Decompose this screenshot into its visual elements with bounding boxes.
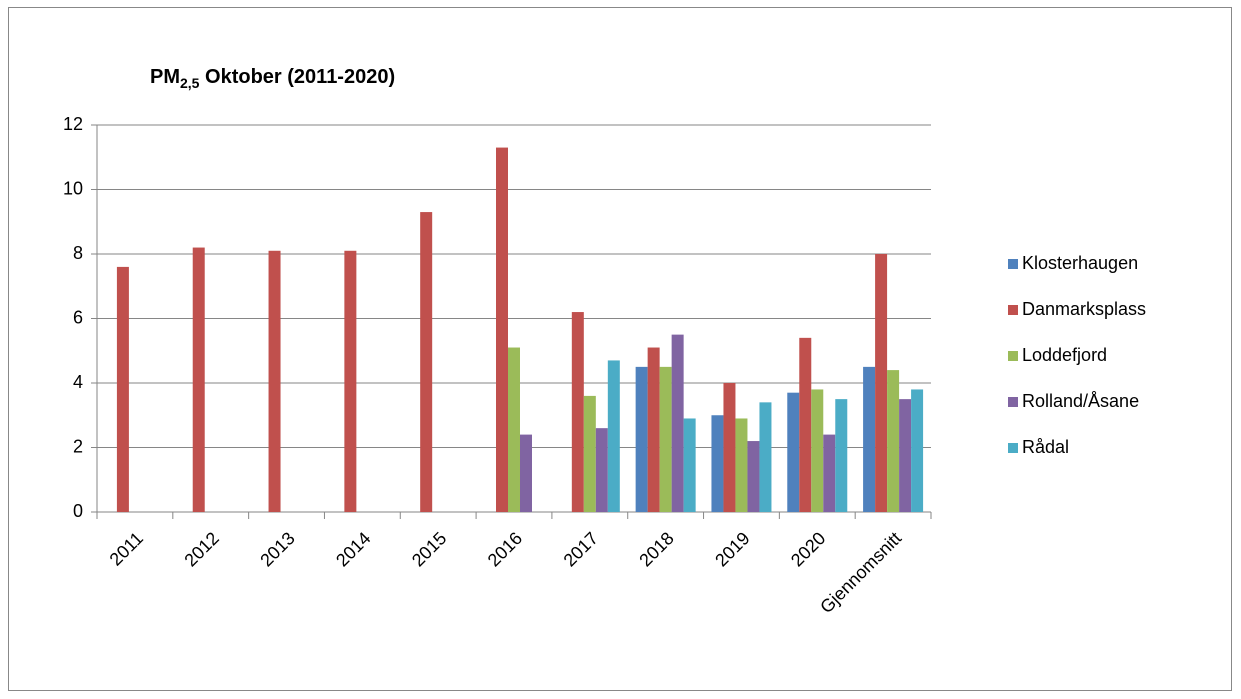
bar — [571, 312, 584, 512]
bar — [799, 337, 812, 512]
bar — [911, 389, 924, 512]
y-tick-label: 0 — [73, 501, 83, 521]
bar — [607, 360, 620, 512]
legend-label: Danmarksplass — [1022, 299, 1146, 319]
legend-label: Rådal — [1022, 437, 1069, 457]
bar — [811, 389, 824, 512]
chart-title: PM2,5 Oktober (2011-2020) — [150, 66, 395, 90]
y-tick-label: 6 — [73, 307, 83, 327]
legend-swatch — [1008, 443, 1018, 453]
title-subscript: 2,5 — [180, 75, 200, 91]
bar — [823, 434, 836, 512]
legend-label: Klosterhaugen — [1022, 253, 1138, 273]
bar — [711, 415, 724, 512]
y-tick-label: 2 — [73, 436, 83, 456]
bar — [735, 418, 748, 512]
legend-swatch — [1008, 397, 1018, 407]
title-rest: Oktober (2011-2020) — [199, 66, 395, 88]
legend-label: Loddefjord — [1022, 345, 1107, 365]
bar — [508, 347, 520, 512]
legend-swatch — [1008, 351, 1018, 361]
bar — [192, 247, 205, 513]
bar — [683, 418, 696, 512]
bar — [268, 250, 281, 512]
legend-label: Rolland/Åsane — [1022, 391, 1139, 411]
bar — [116, 266, 129, 512]
bar — [759, 402, 772, 512]
legend-swatch — [1008, 259, 1018, 269]
bar — [887, 370, 900, 512]
bar — [583, 395, 596, 512]
bar — [899, 399, 912, 512]
bar — [647, 347, 660, 512]
bar — [520, 434, 532, 512]
bar — [635, 366, 648, 512]
bar — [875, 254, 888, 512]
bar — [496, 147, 508, 512]
legend-swatch — [1008, 305, 1018, 315]
bar — [344, 250, 357, 512]
bar — [420, 212, 433, 512]
bar — [659, 366, 672, 512]
y-tick-label: 12 — [63, 114, 83, 134]
bar — [787, 392, 800, 512]
y-tick-label: 10 — [63, 178, 83, 198]
y-tick-label: 4 — [73, 372, 83, 392]
bar — [723, 383, 736, 512]
chart-frame — [8, 7, 1232, 691]
bar — [595, 428, 608, 512]
y-tick-label: 8 — [73, 243, 83, 263]
bar — [671, 334, 684, 512]
bar — [863, 366, 876, 512]
bar — [835, 399, 848, 512]
title-main: PM — [150, 66, 180, 88]
bar — [747, 441, 760, 512]
